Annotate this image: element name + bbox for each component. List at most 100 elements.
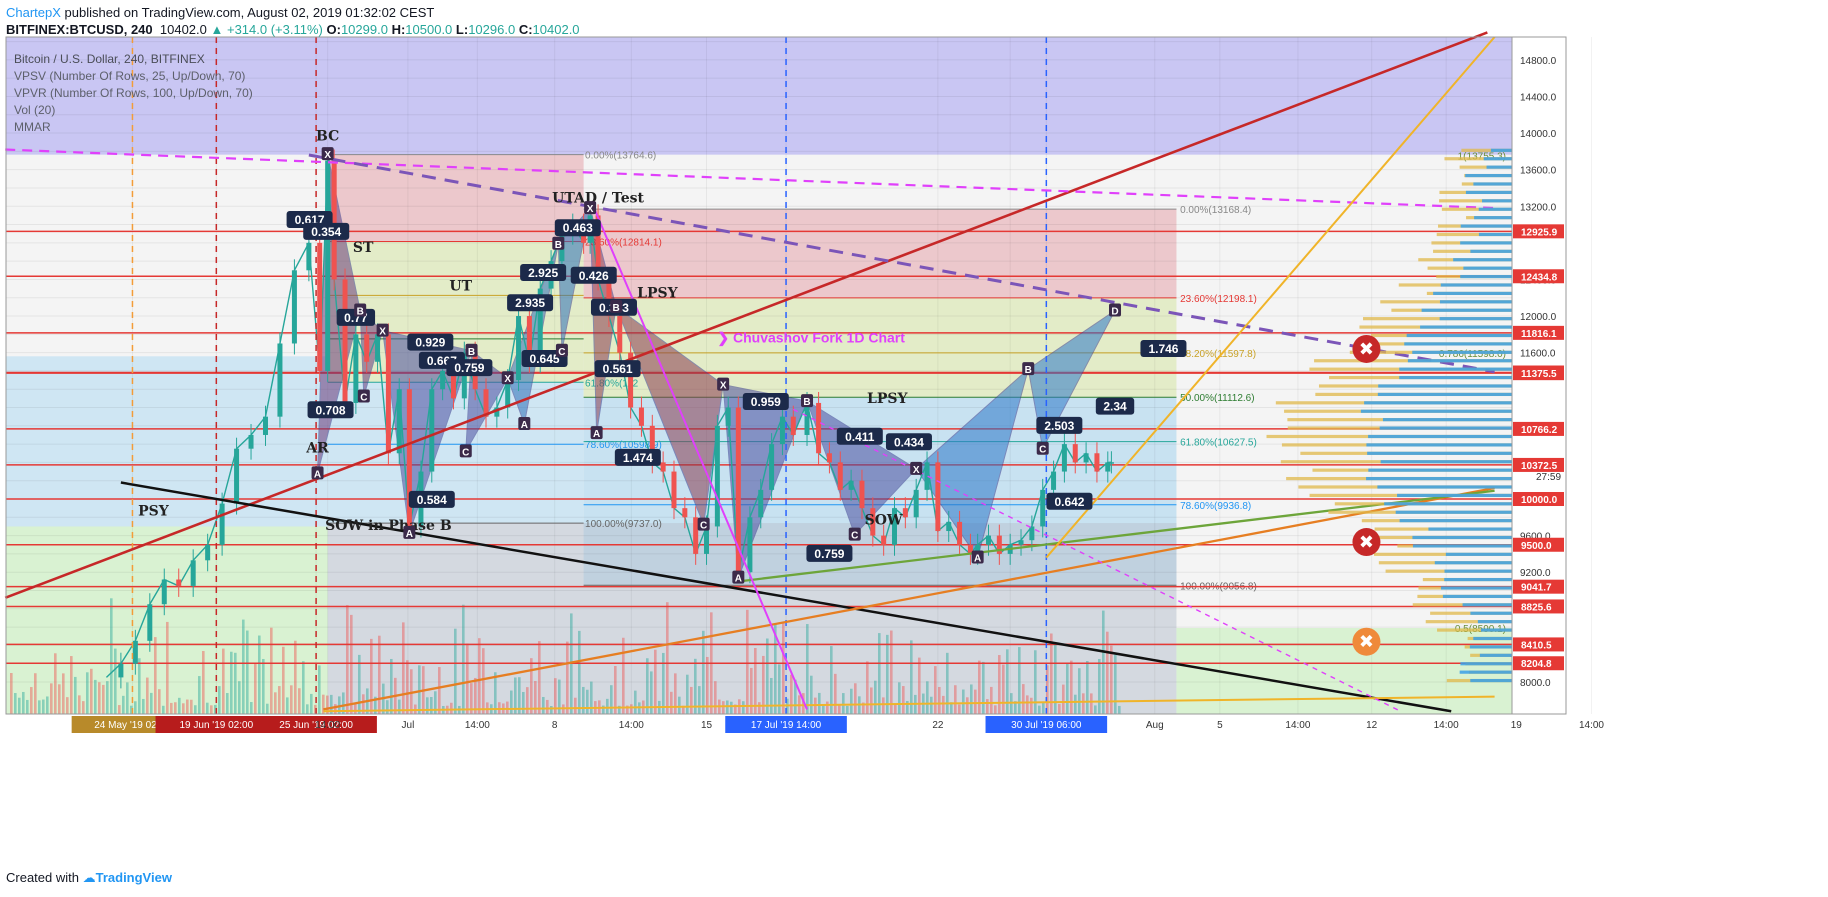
vp-bar: [1462, 603, 1512, 607]
vp-bar: [1366, 476, 1512, 481]
volume-bar: [538, 641, 541, 714]
price-tick-label: 13200.0: [1520, 202, 1557, 213]
low-value: 10296.0: [468, 22, 516, 37]
magenta-fork-line: [593, 208, 808, 710]
volume-bar: [166, 621, 169, 714]
volume-bar: [86, 672, 89, 714]
volume-bar: [1002, 664, 1005, 714]
candle-body: [385, 334, 391, 454]
volume-bar: [610, 685, 613, 714]
volume-bar: [902, 686, 905, 714]
pattern-point-label: B: [468, 347, 475, 358]
volume-bar: [994, 705, 997, 714]
harmonic-triangle: [915, 367, 1030, 559]
candle-body: [660, 462, 666, 472]
time-marker-text: 17 Jul '19 14:00: [751, 720, 822, 731]
legend-title[interactable]: Bitcoin / U.S. Dollar, 240, BITFINEX: [14, 52, 205, 66]
volume-bar: [842, 693, 845, 714]
time-tick-label: 5: [1217, 720, 1223, 731]
candle-body: [1083, 453, 1089, 463]
vp-bar: [1364, 401, 1512, 405]
vp-bar: [1478, 232, 1512, 237]
volume-bar: [314, 704, 317, 714]
vp-bar: [1480, 628, 1512, 632]
volume-bar: [894, 703, 897, 714]
volume-bar: [934, 666, 937, 714]
vp-bar: [1440, 283, 1512, 287]
candle-body: [848, 480, 854, 490]
wyckoff-annotation: UTAD / Test: [552, 191, 644, 207]
pattern-point-label: A: [593, 429, 600, 440]
candle-body: [516, 316, 522, 381]
candle-body: [342, 279, 348, 403]
ratio-label: 0.584: [417, 493, 447, 507]
volume-bar: [222, 648, 225, 714]
candle-body: [450, 370, 456, 399]
fib2-label: 0.00%(13168.4): [1180, 205, 1251, 216]
ratio-badge: [446, 359, 493, 377]
volume-bar: [918, 657, 921, 714]
price-level-tag-text: 11375.5: [1521, 369, 1557, 380]
vp-bar: [1470, 678, 1512, 683]
vp-bar: [1368, 434, 1512, 439]
vp-bar: [1421, 308, 1512, 312]
last-price: 10402.0: [159, 22, 207, 37]
volume-bar: [954, 685, 957, 714]
price-level-tag: [1513, 269, 1564, 284]
volume-bar: [826, 701, 829, 714]
volume-bar: [278, 686, 281, 714]
author-link[interactable]: ChartерX: [6, 5, 61, 20]
vp-bar: [1378, 384, 1512, 388]
volume-bar: [518, 677, 521, 714]
legend-indicator[interactable]: MMAR: [14, 120, 51, 134]
ratio-badge: [507, 294, 554, 312]
trendlines: [4, 31, 1496, 714]
price-level-tag-text: 8204.8: [1521, 659, 1552, 670]
pattern-point-badge: [590, 426, 603, 440]
vp-bar: [1399, 519, 1512, 523]
pattern-point-badge: [321, 147, 334, 161]
vp-bar: [1367, 451, 1512, 455]
pattern-point-badge: [848, 527, 861, 541]
tradingview-link[interactable]: TradingView: [95, 870, 172, 885]
vp-bar: [1439, 199, 1512, 203]
volume-bar: [626, 705, 629, 714]
legend-indicator[interactable]: VPVR (Number Of Rows, 100, Up/Down, 70): [14, 86, 253, 100]
volume-bar: [846, 705, 849, 714]
legend-indicator[interactable]: Vol (20): [14, 103, 56, 117]
volume-bar: [466, 643, 469, 714]
pattern-point-badge: [697, 517, 710, 531]
volume-bar: [354, 703, 357, 714]
ratio-badge: [1046, 492, 1093, 510]
ratio-badge: [408, 490, 455, 508]
vp-bar: [1406, 333, 1512, 338]
volume-bar: [790, 674, 793, 714]
candle-body: [483, 389, 489, 417]
pattern-point-badge: [1109, 303, 1122, 317]
pattern-point-badge: [357, 389, 370, 403]
pattern-point-label: B: [803, 397, 810, 408]
volume-bar: [1058, 703, 1061, 714]
candle-body: [219, 503, 225, 545]
volume-bar: [854, 683, 857, 714]
pattern-point-badge: [610, 299, 623, 313]
candle-body: [1105, 462, 1111, 472]
candle-body: [205, 544, 211, 561]
volume-bar: [118, 705, 121, 714]
time-tick-label: Jul: [402, 720, 415, 731]
volume-profile: ✖ ✖ ✖: [1266, 148, 1512, 683]
ratio-badge: [885, 433, 932, 451]
volume-bar: [94, 679, 97, 714]
close-label: C:: [518, 22, 533, 37]
volume-bar: [602, 705, 605, 714]
volume-bar: [238, 681, 241, 714]
volume-bar: [70, 656, 73, 714]
legend-indicator[interactable]: VPSV (Number Of Rows, 25, Up/Down, 70): [14, 69, 246, 83]
price-level-tag: [1513, 656, 1564, 671]
fib1-label: 78.60%(10598.9): [585, 440, 662, 451]
volume-bar: [862, 702, 865, 714]
volume-bar: [134, 701, 137, 714]
vp-bar: [1395, 510, 1512, 514]
